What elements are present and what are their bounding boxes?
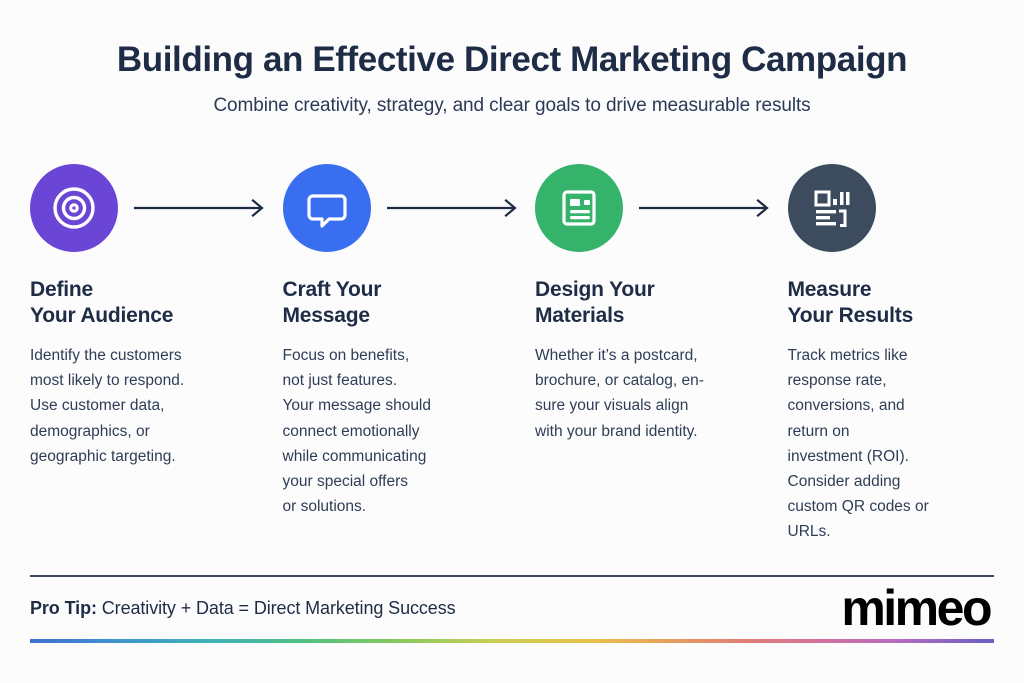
step-body: Track metrics like response rate, conver… <box>787 347 929 541</box>
pro-tip-text: Creativity + Data = Direct Marketing Suc… <box>101 597 456 618</box>
step-heading: Design Your Materials <box>535 278 655 328</box>
document-icon <box>556 185 602 231</box>
step-icon-circle-3 <box>535 164 623 253</box>
step-design-your-materials: Design Your Materials Whether it’s a pos… <box>535 161 769 444</box>
pro-tip: Pro Tip: Creativity + Data = Direct Mark… <box>30 598 456 619</box>
step-icon-circle-1 <box>30 164 118 253</box>
step-define-your-audience: Define Your Audience Identify the custom… <box>30 161 264 469</box>
step-icon-row <box>282 161 517 255</box>
step-body: Whether it’s a postcard, brochure, or ca… <box>535 347 704 440</box>
step-body: Focus on benefits, not just features. Yo… <box>282 347 432 515</box>
step-icon-circle-4 <box>787 164 876 253</box>
step-body: Identify the customers most likely to re… <box>30 347 185 465</box>
arrow-right-icon-2 <box>386 199 527 218</box>
footer-content: Pro Tip: Creativity + Data = Direct Mark… <box>30 577 994 639</box>
arrow-right-icon-1 <box>134 199 274 218</box>
target-icon <box>49 183 99 233</box>
steps-row: Define Your Audience Identify the custom… <box>30 161 994 544</box>
footer: Pro Tip: Creativity + Data = Direct Mark… <box>30 575 994 643</box>
step-craft-your-message: Craft Your Message Focus on benefits, no… <box>282 161 517 519</box>
footer-divider <box>30 575 994 577</box>
step-heading: Define Your Audience <box>30 278 174 328</box>
header: Building an Effective Direct Marketing C… <box>30 0 994 117</box>
page-subtitle: Combine creativity, strategy, and clear … <box>213 95 811 117</box>
step-icon-row <box>787 161 995 255</box>
step-heading: Craft Your Message <box>282 278 382 328</box>
arrow-right-icon-3 <box>639 199 779 218</box>
page-title: Building an Effective Direct Marketing C… <box>116 40 908 79</box>
step-icon-row <box>535 161 769 255</box>
mimeo-logo: mimeo <box>841 580 992 636</box>
step-icon-circle-2 <box>282 164 371 253</box>
step-heading: Measure Your Results <box>787 278 914 328</box>
step-measure-your-results: Measure Your Results Track metrics like … <box>787 161 995 544</box>
speech-bubble-icon <box>303 184 351 232</box>
pro-tip-label: Pro Tip: <box>30 597 97 618</box>
qr-code-icon <box>808 184 856 232</box>
step-icon-row <box>30 161 264 255</box>
gradient-accent-bar <box>30 639 994 643</box>
